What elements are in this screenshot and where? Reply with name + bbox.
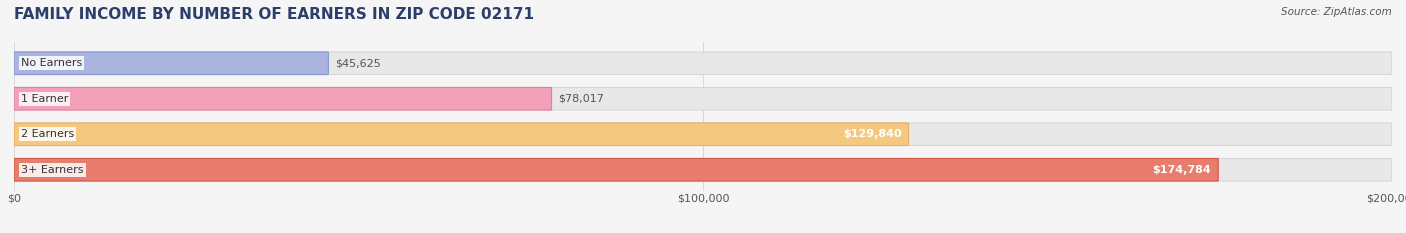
FancyBboxPatch shape (14, 123, 908, 146)
Text: FAMILY INCOME BY NUMBER OF EARNERS IN ZIP CODE 02171: FAMILY INCOME BY NUMBER OF EARNERS IN ZI… (14, 7, 534, 22)
FancyBboxPatch shape (14, 158, 1392, 181)
FancyBboxPatch shape (14, 87, 1392, 110)
Text: $174,784: $174,784 (1153, 165, 1212, 175)
FancyBboxPatch shape (14, 87, 551, 110)
Text: $45,625: $45,625 (335, 58, 381, 68)
Text: Source: ZipAtlas.com: Source: ZipAtlas.com (1281, 7, 1392, 17)
FancyBboxPatch shape (14, 123, 1392, 146)
Text: 2 Earners: 2 Earners (21, 129, 75, 139)
Text: $129,840: $129,840 (844, 129, 901, 139)
Text: No Earners: No Earners (21, 58, 82, 68)
Text: $78,017: $78,017 (558, 94, 605, 104)
Text: 3+ Earners: 3+ Earners (21, 165, 83, 175)
Text: 1 Earner: 1 Earner (21, 94, 69, 104)
FancyBboxPatch shape (14, 52, 1392, 75)
FancyBboxPatch shape (14, 158, 1218, 181)
FancyBboxPatch shape (14, 52, 329, 75)
